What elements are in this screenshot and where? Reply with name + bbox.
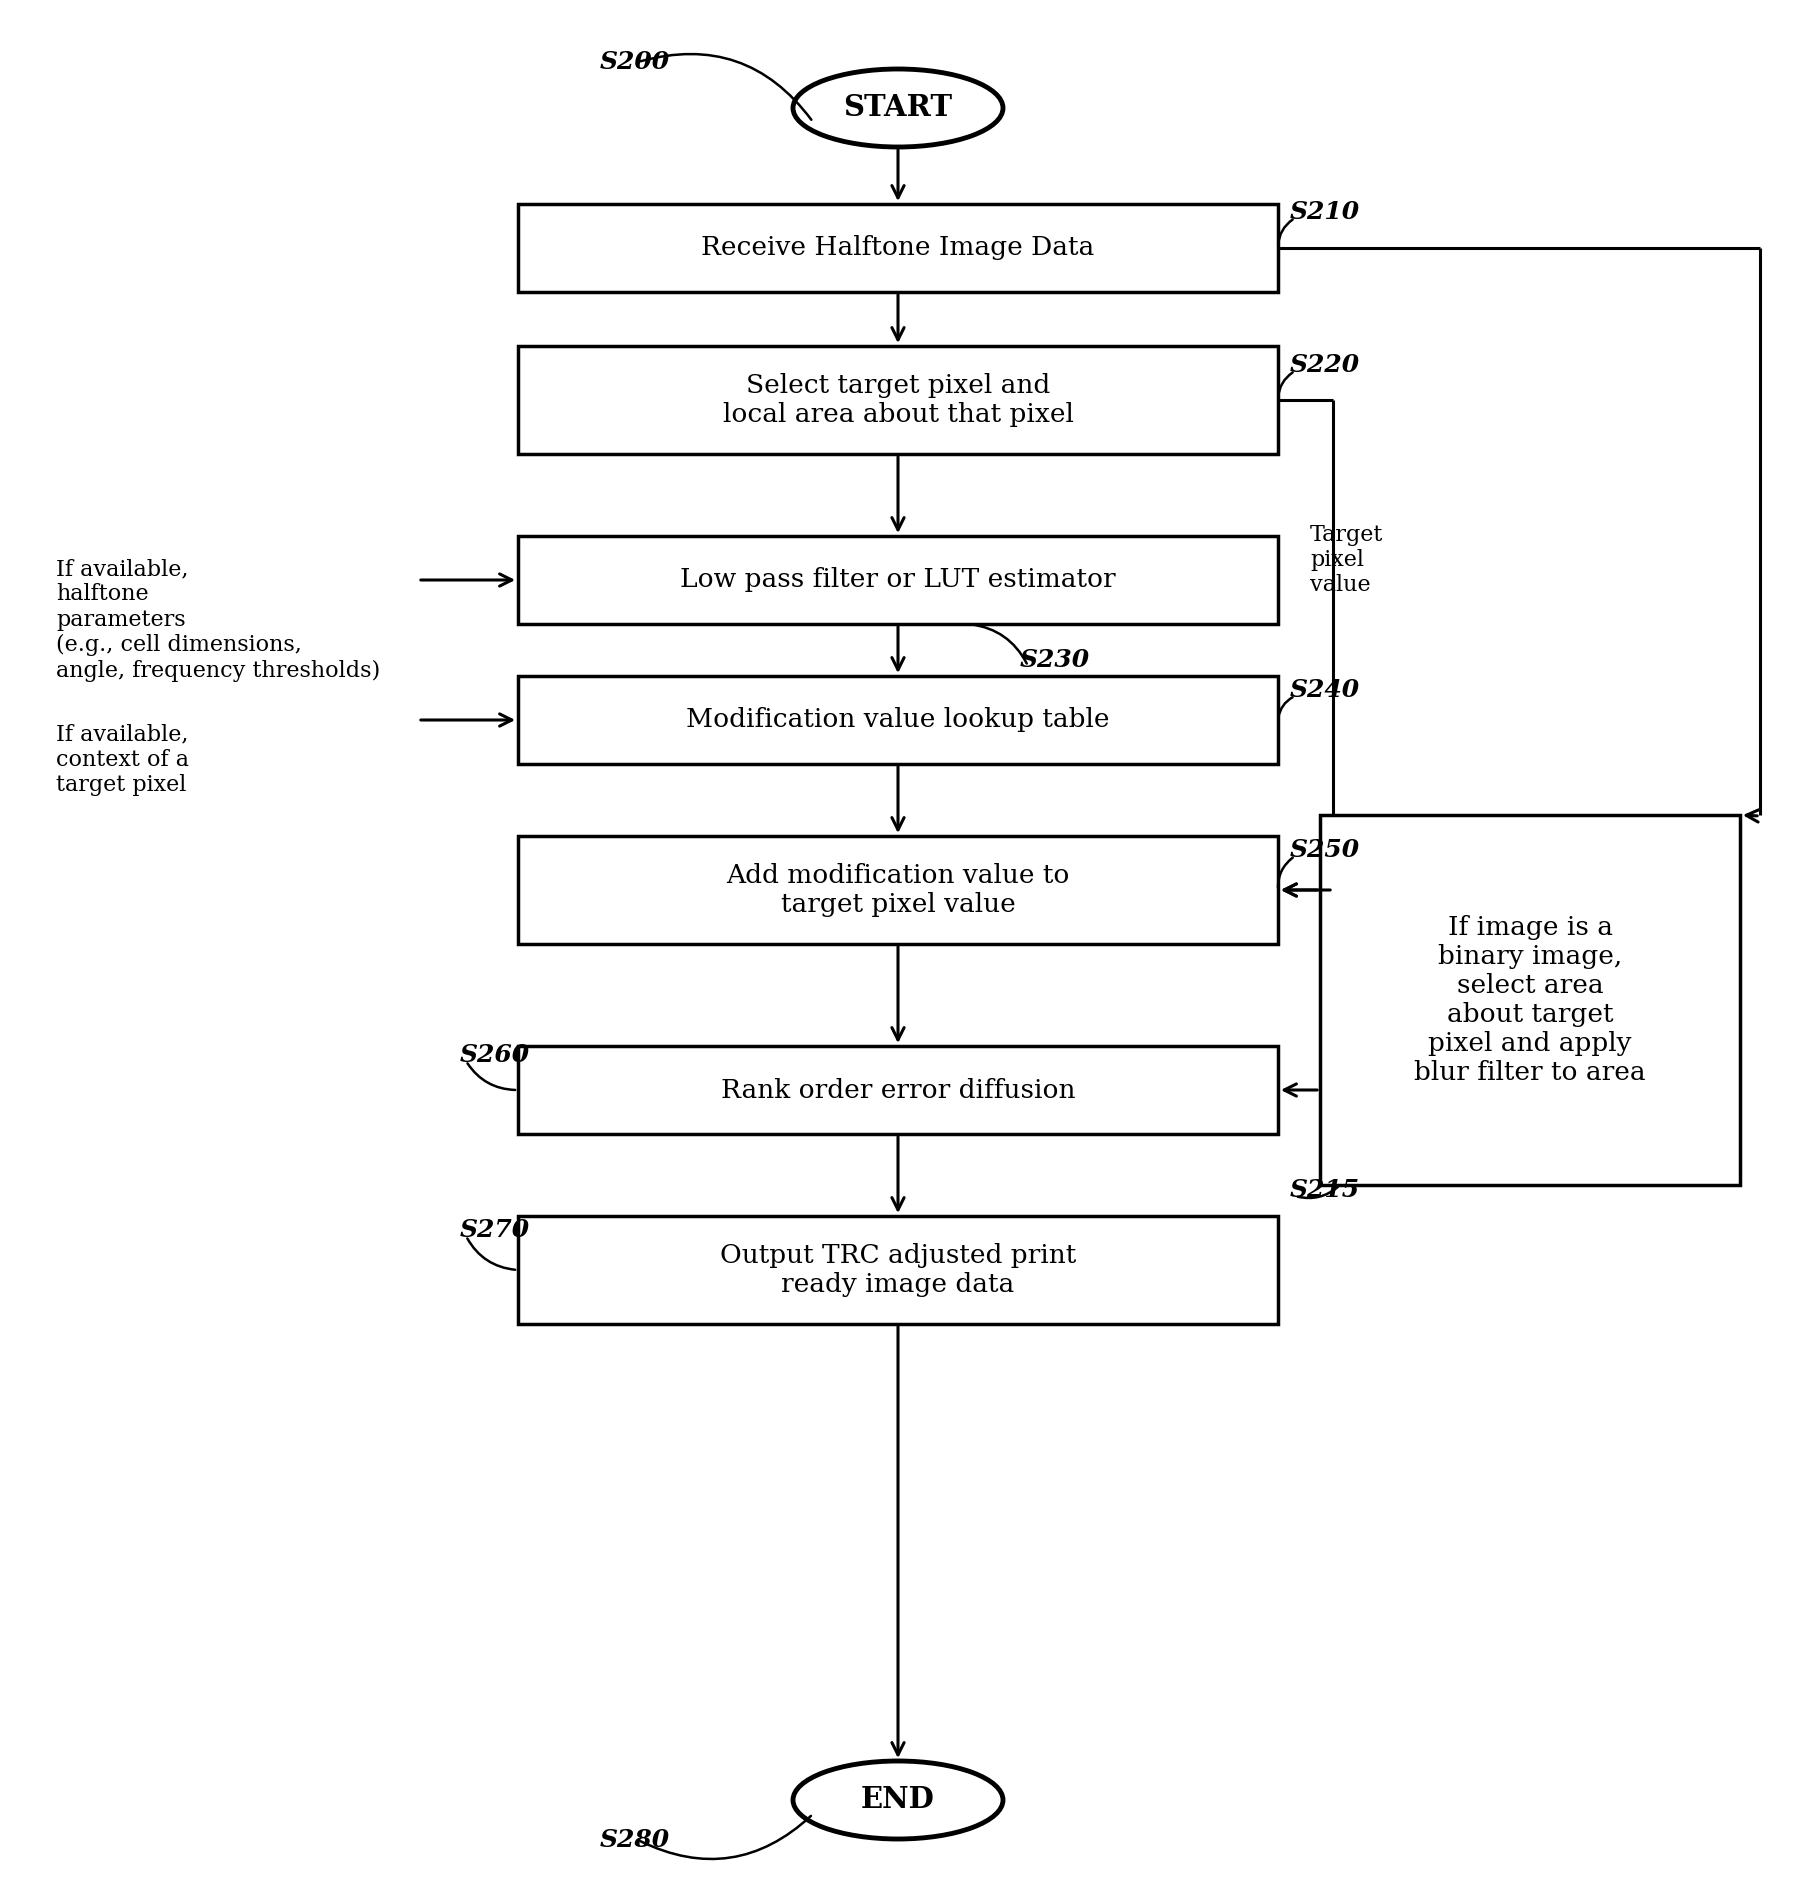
FancyBboxPatch shape <box>1320 814 1740 1185</box>
Text: Add modification value to
target pixel value: Add modification value to target pixel v… <box>726 864 1070 917</box>
FancyBboxPatch shape <box>517 346 1279 455</box>
FancyBboxPatch shape <box>517 536 1279 624</box>
Ellipse shape <box>794 68 1002 146</box>
Text: Modification value lookup table: Modification value lookup table <box>686 708 1110 732</box>
Text: Output TRC adjusted print
ready image data: Output TRC adjusted print ready image da… <box>720 1244 1076 1297</box>
Text: Select target pixel and
local area about that pixel: Select target pixel and local area about… <box>722 373 1074 428</box>
Text: S270: S270 <box>460 1217 530 1242</box>
Text: Low pass filter or LUT estimator: Low pass filter or LUT estimator <box>681 567 1115 593</box>
Text: S210: S210 <box>1290 200 1360 224</box>
FancyBboxPatch shape <box>517 675 1279 765</box>
Text: S280: S280 <box>600 1828 670 1853</box>
Text: S240: S240 <box>1290 677 1360 702</box>
Text: S250: S250 <box>1290 839 1360 862</box>
Text: START: START <box>844 93 952 122</box>
Text: Receive Halftone Image Data: Receive Halftone Image Data <box>702 236 1094 261</box>
FancyBboxPatch shape <box>517 204 1279 293</box>
Text: If image is a
binary image,
select area
about target
pixel and apply
blur filter: If image is a binary image, select area … <box>1413 915 1645 1084</box>
Text: S200: S200 <box>600 49 670 74</box>
Ellipse shape <box>794 1761 1002 1839</box>
Text: If available,
context of a
target pixel: If available, context of a target pixel <box>56 723 189 797</box>
Text: S220: S220 <box>1290 354 1360 377</box>
Text: S215: S215 <box>1290 1177 1360 1202</box>
FancyBboxPatch shape <box>517 837 1279 943</box>
Text: Target
pixel
value: Target pixel value <box>1309 523 1383 597</box>
FancyBboxPatch shape <box>517 1215 1279 1324</box>
FancyBboxPatch shape <box>517 1046 1279 1134</box>
Text: Rank order error diffusion: Rank order error diffusion <box>720 1078 1076 1103</box>
Text: If available,
halftone
parameters
(e.g., cell dimensions,
angle, frequency thres: If available, halftone parameters (e.g.,… <box>56 557 381 683</box>
Text: END: END <box>860 1786 936 1815</box>
Text: S260: S260 <box>460 1042 530 1067</box>
Text: S230: S230 <box>1020 649 1090 671</box>
